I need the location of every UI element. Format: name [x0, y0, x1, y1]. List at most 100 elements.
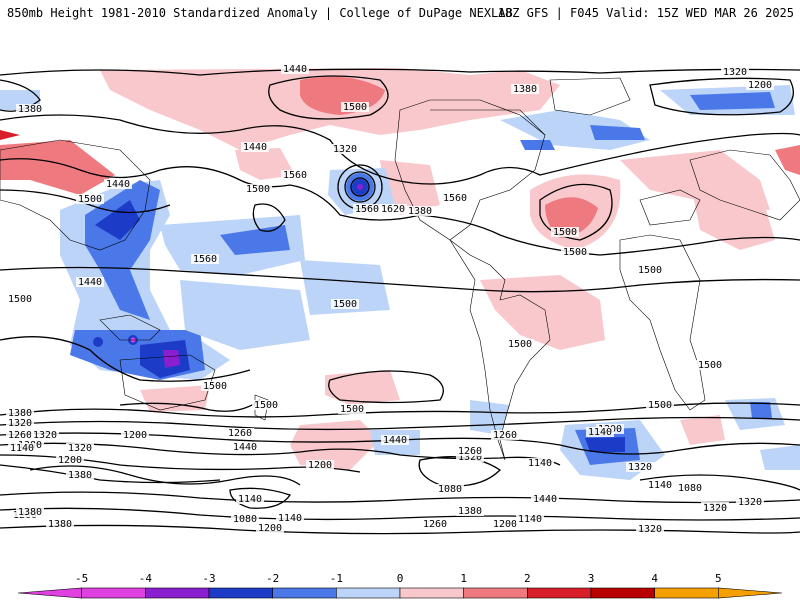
contour-label-bg	[6, 418, 34, 428]
contour-label: 1140	[10, 443, 34, 454]
contour-label: 1560	[283, 170, 307, 181]
contour-label: 1140	[648, 480, 672, 491]
contour-label-bg	[276, 513, 304, 523]
contour-label: 1380	[48, 519, 72, 530]
colorbar-segment	[590, 587, 655, 599]
contour-label: 1080	[233, 514, 257, 525]
contour-label: 1440	[243, 142, 267, 153]
contour-label: 1380	[408, 206, 432, 217]
colorbar-tick-label: -1	[330, 572, 343, 585]
contour-label: 1080	[438, 484, 462, 495]
contour-label: 1500	[203, 381, 227, 392]
contour-label-bg	[56, 455, 84, 465]
contour-label-bg	[531, 494, 559, 504]
contour-label: 1440	[233, 442, 257, 453]
contour-label: 1200	[493, 519, 517, 530]
contour-label-bg	[736, 497, 764, 507]
contour-label-bg	[491, 519, 519, 529]
contour-label: 1500	[563, 247, 587, 258]
contour-label-bg	[441, 193, 469, 203]
contour-label-bg	[121, 430, 149, 440]
contour-label: 1500	[698, 360, 722, 371]
contour-label-bg	[331, 299, 359, 309]
contour-label: 1200	[308, 460, 332, 471]
contour-label: 1320	[638, 524, 662, 535]
colorbar-tick-label: 4	[651, 572, 658, 585]
contour-label-bg	[281, 170, 309, 180]
contour-label-bg	[636, 524, 664, 534]
colorbar-tick-label: 5	[715, 572, 722, 585]
colorbar-tick-label: -4	[139, 572, 153, 585]
contour-label: 1320	[738, 497, 762, 508]
contour-label: 1440	[106, 179, 130, 190]
contour-label-bg	[636, 265, 664, 275]
contour-label-bg	[456, 452, 484, 462]
contour-label: 1380	[68, 470, 92, 481]
contour-label: 1500	[648, 400, 672, 411]
colorbar-tick-label: 3	[588, 572, 595, 585]
contour-label: 1620	[381, 204, 405, 215]
contour-label-bg	[676, 483, 704, 493]
contour-label-bg	[16, 507, 44, 517]
contour-label-bg	[306, 460, 334, 470]
contour-label: 1140	[278, 513, 302, 524]
contour-label-bg	[646, 400, 674, 410]
contour-label-bg	[66, 443, 94, 453]
contour-label: 1500	[553, 227, 577, 238]
colorbar-segment	[145, 587, 210, 599]
contour-label-bg	[626, 462, 654, 472]
colorbar-ticks: -5 -4 -3 -2 -1 0 1 2 3 4 5	[75, 572, 722, 585]
contour-label: 1440	[533, 494, 557, 505]
contour-label: 1260	[458, 446, 482, 457]
contour-label-bg	[561, 247, 589, 257]
contour-label-bg	[421, 519, 449, 529]
contour-label: 1200	[748, 80, 772, 91]
contour-label: 1260	[228, 428, 252, 439]
colorbar-tick-label: -2	[266, 572, 279, 585]
colorbar-segment	[336, 587, 401, 599]
contour-label: 1560	[355, 204, 379, 215]
contour-label-bg	[516, 514, 544, 524]
contour-label-bg	[456, 506, 484, 516]
contour-label: 1380	[8, 408, 32, 419]
contour-label: 1500	[508, 339, 532, 350]
contour-label: 1320	[8, 418, 32, 429]
contour-label: 1140	[238, 494, 262, 505]
contour-label-bg	[104, 179, 132, 189]
contour-label: 1200	[58, 455, 82, 466]
contour-label-bg	[281, 64, 309, 74]
contour-label-bg	[646, 480, 674, 490]
colorbar-segment	[208, 587, 273, 599]
contour-label-bg	[526, 458, 554, 468]
contour-label-bg	[8, 443, 36, 453]
contour-label-bg	[586, 427, 614, 437]
contour-label: 1080	[678, 483, 702, 494]
contour-label: 1500	[333, 299, 357, 310]
contour-label: 1500	[340, 404, 364, 415]
contour-label-bg	[406, 206, 434, 216]
colorbar-bar	[17, 587, 783, 599]
colorbar-segment	[81, 587, 146, 599]
contour-label: 1320	[628, 462, 652, 473]
contour-label: 1500	[638, 265, 662, 276]
contour-label: 1200	[258, 523, 282, 534]
contour-label-bg	[436, 484, 464, 494]
contour-label-bg	[701, 503, 729, 513]
colorbar-extend-high	[718, 587, 783, 599]
colorbar-segment	[399, 587, 464, 599]
colorbar-segment	[527, 587, 592, 599]
contour-label-bg	[256, 523, 284, 533]
contour-label-bg	[226, 428, 254, 438]
contour-label: 1380	[18, 507, 42, 518]
contour-label-bg	[201, 381, 229, 391]
colorbar-tick-label: 1	[460, 572, 467, 585]
contour-label: 1500	[343, 102, 367, 113]
colorbar-tick-label: 2	[524, 572, 531, 585]
contour-label-bg	[491, 430, 519, 440]
contour-label-bg	[231, 442, 259, 452]
height-contours	[0, 68, 800, 535]
contour-label-bg	[511, 84, 539, 94]
colorbar-tick-label: -3	[202, 572, 215, 585]
coastlines	[0, 77, 800, 461]
contour-label: 1320	[33, 430, 57, 441]
